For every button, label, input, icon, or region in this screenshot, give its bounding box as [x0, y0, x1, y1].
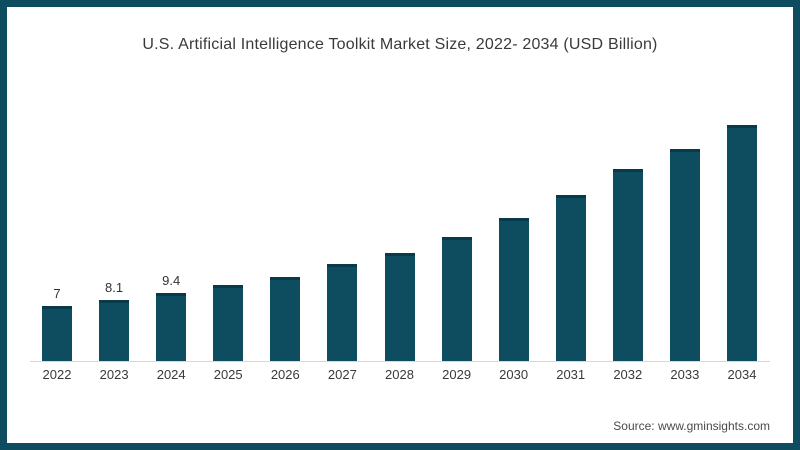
source-credit: Source: www.gminsights.com: [613, 419, 770, 433]
x-axis-tick-label-2025: 2025: [213, 367, 243, 382]
bar-2029: [441, 236, 472, 361]
x-axis-tick-label-2027: 2027: [327, 367, 357, 382]
x-axis-tick-label-2029: 2029: [442, 367, 472, 382]
bar-2026: [270, 277, 301, 361]
bar-2033: [669, 148, 700, 361]
plot-area: 7 2022 8.1 2023 9.4 2024 2025 2026 2027 2028 2029 2…: [7, 7, 793, 443]
x-axis-tick-label-2026: 2026: [270, 367, 300, 382]
bar-2032: [612, 169, 643, 361]
bar-2030: [498, 217, 529, 361]
bar-2034: [727, 125, 757, 361]
bar-2031: [555, 195, 586, 361]
bar-2022: [42, 305, 72, 361]
x-axis-tick-label-2022: 2022: [42, 367, 72, 382]
x-axis-tick-label-2034: 2034: [727, 367, 757, 382]
x-axis-tick-label-2030: 2030: [499, 367, 529, 382]
bar-2024: [156, 292, 187, 361]
bar-2027: [327, 264, 358, 361]
bar-2025: [213, 285, 244, 361]
x-axis-tick-label-2023: 2023: [99, 367, 129, 382]
x-axis-line: [30, 361, 770, 362]
x-axis-tick-label-2028: 2028: [385, 367, 414, 382]
bar-2028: [384, 253, 415, 361]
x-axis-tick-label-2024: 2024: [156, 367, 186, 382]
x-axis-tick-label-2031: 2031: [556, 367, 586, 382]
x-axis-tick-label-2032: 2032: [613, 367, 643, 382]
bar-value-label-2023: 8.1: [105, 279, 124, 295]
bar-value-label-2024: 9.4: [162, 272, 181, 288]
bar-value-label-2022: 7: [53, 285, 61, 301]
bar-2023: [99, 299, 130, 361]
chart-title: U.S. Artificial Intelligence Toolkit Mar…: [142, 36, 658, 53]
x-axis-tick-label-2033: 2033: [670, 367, 700, 382]
